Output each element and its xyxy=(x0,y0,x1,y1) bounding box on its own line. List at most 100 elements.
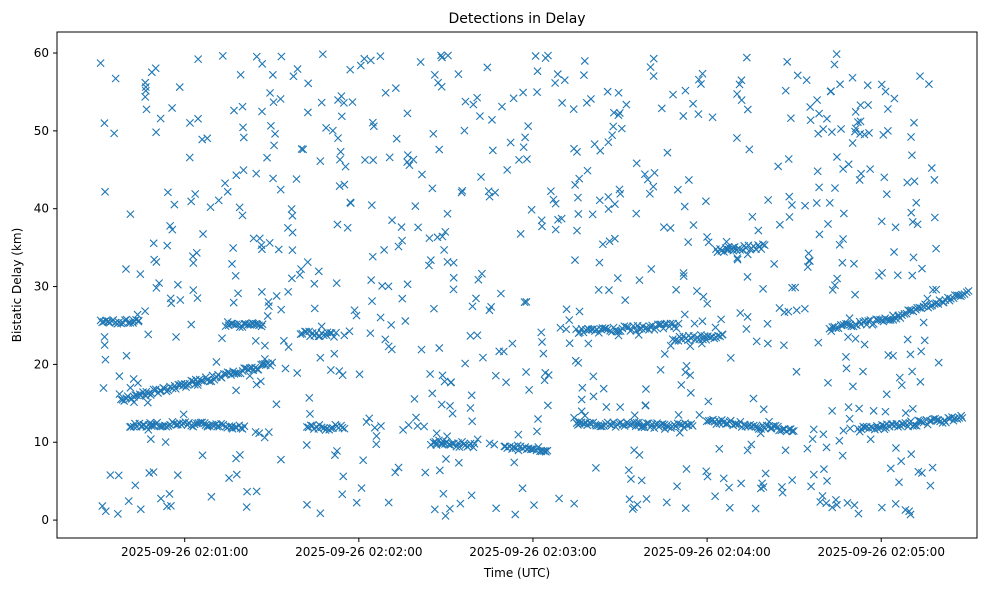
data-point xyxy=(737,96,746,105)
data-point xyxy=(679,111,688,120)
data-point xyxy=(641,385,650,394)
data-point xyxy=(697,339,706,348)
data-point xyxy=(221,322,230,331)
data-point xyxy=(263,312,272,321)
data-point xyxy=(218,51,227,60)
data-point xyxy=(725,483,734,492)
data-point xyxy=(788,476,797,485)
data-point xyxy=(804,256,813,265)
data-point xyxy=(538,337,547,346)
data-point xyxy=(675,428,684,437)
data-point xyxy=(533,67,542,76)
data-point xyxy=(175,83,184,92)
data-point xyxy=(152,283,161,292)
data-point xyxy=(443,432,452,441)
data-point xyxy=(254,365,263,374)
data-point xyxy=(853,118,862,127)
data-point xyxy=(845,414,854,423)
data-point xyxy=(646,63,655,72)
data-point xyxy=(454,458,463,467)
data-point xyxy=(368,297,377,306)
data-point xyxy=(571,356,580,365)
data-point xyxy=(837,321,846,330)
data-point xyxy=(901,505,910,514)
data-point xyxy=(883,315,892,324)
data-point xyxy=(748,212,757,221)
data-point xyxy=(575,417,583,426)
data-point xyxy=(192,248,201,257)
data-point xyxy=(891,499,900,508)
data-point xyxy=(134,316,143,325)
data-point xyxy=(762,421,771,430)
data-point xyxy=(839,426,848,435)
data-point xyxy=(465,441,474,450)
data-point xyxy=(775,304,784,312)
data-point xyxy=(281,364,290,373)
data-point xyxy=(338,423,347,432)
data-point xyxy=(235,323,244,332)
data-point xyxy=(316,157,325,166)
data-point xyxy=(894,422,903,431)
data-point xyxy=(610,200,619,209)
data-point xyxy=(877,503,886,512)
data-point xyxy=(149,468,158,477)
data-point xyxy=(827,128,836,137)
data-point xyxy=(475,112,484,121)
data-point xyxy=(681,504,690,513)
data-point xyxy=(409,155,418,164)
data-point xyxy=(584,339,593,348)
data-point xyxy=(223,187,232,196)
data-point xyxy=(432,429,441,438)
data-point xyxy=(394,242,403,251)
data-point xyxy=(279,336,288,345)
data-point xyxy=(525,385,534,394)
data-point xyxy=(485,192,494,201)
y-tick-label: 60 xyxy=(34,46,49,60)
data-point xyxy=(193,381,202,389)
data-point xyxy=(333,446,341,455)
data-point xyxy=(257,322,266,331)
data-point xyxy=(339,98,348,107)
data-point xyxy=(491,188,500,197)
data-point xyxy=(909,253,918,262)
x-tick-label: 2025-09-26 02:05:00 xyxy=(818,545,945,559)
data-point xyxy=(643,175,652,184)
x-axis-label: Time (UTC) xyxy=(483,566,550,580)
data-point xyxy=(890,248,899,257)
data-point xyxy=(212,357,221,366)
data-point xyxy=(487,115,496,124)
data-point xyxy=(818,491,827,500)
data-point xyxy=(163,188,172,197)
data-point xyxy=(778,488,787,497)
data-point xyxy=(806,116,815,125)
data-point xyxy=(609,122,618,131)
data-point xyxy=(221,179,230,188)
data-point xyxy=(603,325,612,334)
data-point xyxy=(289,72,298,81)
data-point xyxy=(616,403,625,412)
data-point xyxy=(98,502,107,511)
data-point xyxy=(599,384,608,393)
data-point xyxy=(468,302,477,311)
data-point xyxy=(225,474,234,483)
data-point xyxy=(187,197,196,206)
data-point xyxy=(152,128,161,137)
data-point xyxy=(243,487,252,496)
data-point xyxy=(843,320,852,328)
data-point xyxy=(426,256,435,265)
data-point xyxy=(527,205,536,214)
data-point xyxy=(760,241,769,250)
data-point xyxy=(928,285,937,294)
data-point xyxy=(908,217,917,226)
data-point xyxy=(628,505,637,514)
data-point xyxy=(839,209,848,218)
data-point xyxy=(488,146,497,155)
data-point xyxy=(381,88,390,97)
data-point xyxy=(477,269,486,278)
data-point xyxy=(296,330,305,339)
data-point xyxy=(425,234,434,243)
data-point xyxy=(686,371,695,380)
data-point xyxy=(100,341,109,350)
data-point xyxy=(932,244,941,253)
data-point xyxy=(897,457,906,466)
